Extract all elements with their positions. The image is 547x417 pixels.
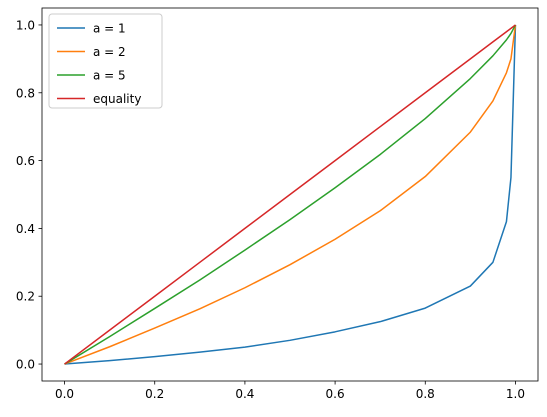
plot-frame [41, 7, 539, 382]
y-tick-label: 0.8 [16, 86, 35, 100]
legend-label: a = 1 [93, 22, 126, 36]
x-tick-label: 0.2 [145, 387, 164, 401]
x-tick-label: 0.8 [416, 387, 435, 401]
series-line [64, 24, 516, 365]
series-line [64, 24, 517, 365]
y-tick-label: 0.2 [16, 290, 35, 304]
y-tick-label: 1.0 [16, 18, 35, 32]
y-tick-label: 0.6 [16, 154, 35, 168]
x-tick-label: 0.6 [326, 387, 345, 401]
x-tick-label: 0.0 [55, 387, 74, 401]
y-tick-label: 0.4 [16, 222, 35, 236]
legend-label: a = 2 [93, 45, 126, 59]
y-tick-label: 0.0 [16, 358, 35, 372]
series-line [64, 24, 517, 365]
x-tick-label: 1.0 [506, 387, 525, 401]
legend-label: a = 5 [93, 69, 126, 83]
series-line [64, 24, 517, 365]
legend-box [48, 13, 163, 109]
legend-label: equality [93, 92, 141, 106]
x-tick-label: 0.4 [235, 387, 254, 401]
legend: a = 1 a = 2 a = 5 equality [48, 13, 163, 109]
